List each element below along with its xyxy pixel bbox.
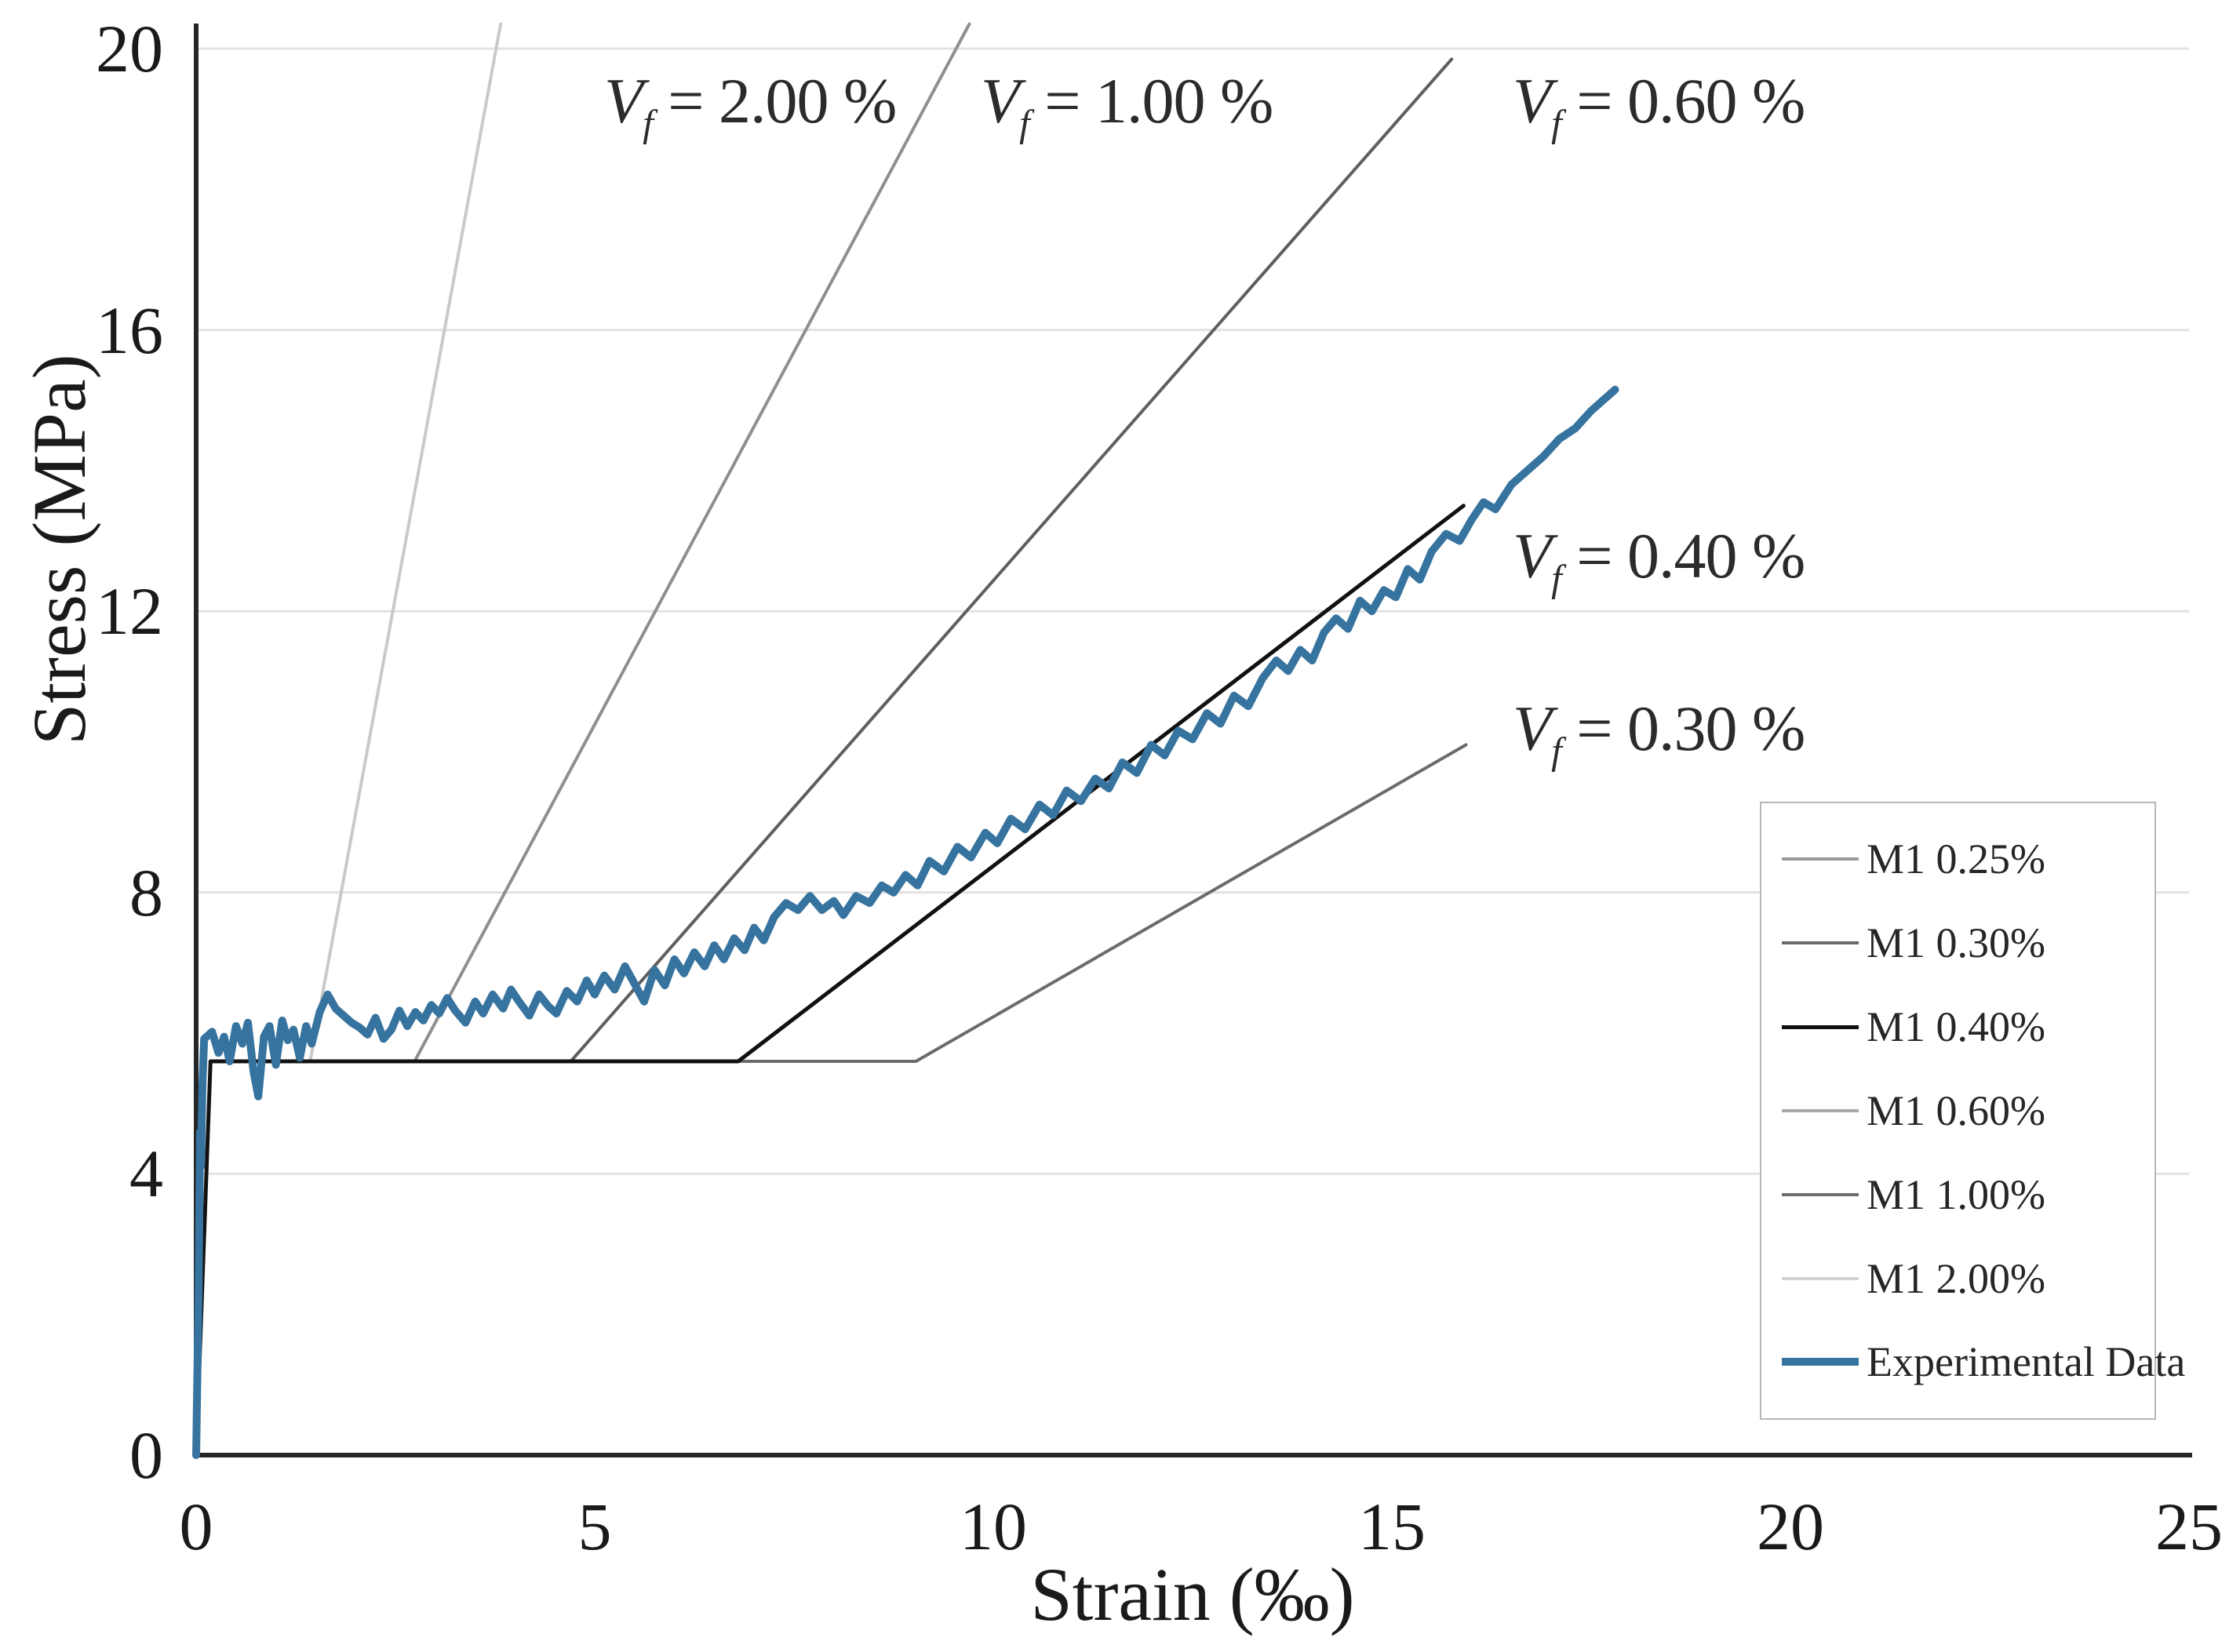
vf-symbol: V [604,65,643,136]
y-tick-label-0: 0 [129,1417,163,1493]
vf-symbol: V [1513,65,1552,136]
legend-item-m1-2-00-: M1 2.00% [1761,1257,2154,1300]
legend-item-m1-0-30-: M1 0.30% [1761,922,2154,964]
legend-swatch-icon [1782,1358,1859,1366]
legend-label: M1 1.00% [1867,1170,2045,1218]
vf-value: = 1.00 % [1029,65,1273,136]
legend-swatch-icon [1782,1108,1859,1112]
legend-item-m1-0-60-: M1 0.60% [1761,1090,2154,1132]
vf-annotation-0.40: Vf = 0.40 % [1513,524,1805,598]
legend-item-experimental-data: Experimental Data [1761,1341,2185,1383]
legend-label: M1 0.60% [1867,1086,2045,1134]
x-tick-label-20: 20 [1757,1489,1824,1564]
vf-subscript: f [1551,101,1562,145]
vf-annotation-2.00: Vf = 2.00 % [604,69,897,145]
vf-symbol: V [981,65,1020,136]
legend-swatch-icon [1782,1192,1859,1196]
legend-item-m1-0-25-: M1 0.25% [1761,838,2154,880]
series-line-experimental-data [192,385,1619,1459]
y-tick-label-20: 20 [96,11,163,86]
x-tick-label-5: 5 [577,1489,612,1564]
x-tick-label-0: 0 [179,1489,213,1564]
series-line-m1-0-30- [195,743,1468,1457]
y-tick-label-8: 8 [129,854,163,930]
legend-label: Experimental Data [1867,1338,2186,1386]
vf-value: = 0.40 % [1561,520,1805,591]
vf-subscript: f [1551,729,1562,773]
series-line-m1-0-25- [195,1060,918,1457]
x-tick-label-25: 25 [2155,1489,2223,1564]
series-line-m1-0-60- [195,57,1454,1457]
legend-swatch-icon [1782,857,1859,861]
vf-subscript: f [643,101,654,145]
vf-annotation-0.30: Vf = 0.30 % [1513,697,1805,770]
vf-annotation-0.60: Vf = 0.60 % [1513,69,1805,143]
y-tick-label-4: 4 [129,1136,163,1212]
vf-subscript: f [1551,556,1562,600]
vf-value: = 0.60 % [1561,65,1805,136]
legend-label: M1 2.00% [1867,1254,2045,1302]
vf-value: = 2.00 % [652,65,897,136]
legend-swatch-icon [1782,941,1859,945]
legend-label: M1 0.30% [1867,919,2045,967]
y-tick-label-12: 12 [96,573,163,650]
y-axis-title: Stress (MPa) [17,354,101,745]
vf-subscript: f [1019,101,1030,145]
series-line-m1-2-00- [195,22,503,1457]
vf-symbol: V [1513,693,1552,764]
x-axis-title: Strain (‰) [1030,1552,1355,1636]
legend-swatch-icon [1782,1276,1859,1280]
vf-symbol: V [1513,520,1552,591]
vf-annotation-1.00: Vf = 1.00 % [981,69,1273,143]
legend-item-m1-1-00-: M1 1.00% [1761,1174,2154,1216]
legend-label: M1 0.40% [1867,1003,2045,1051]
y-tick-label-16: 16 [96,292,163,368]
legend-swatch-icon [1782,1024,1859,1029]
legend-label: M1 0.25% [1867,835,2045,883]
legend-item-m1-0-40-: M1 0.40% [1761,1006,2154,1048]
legend-box: M1 0.25% M1 0.30% M1 0.40% M1 0.60% M1 1.00%… [1760,802,2185,1420]
vf-value: = 0.30 % [1561,693,1805,764]
x-tick-label-15: 15 [1358,1489,1426,1564]
x-tick-label-10: 10 [960,1489,1027,1564]
